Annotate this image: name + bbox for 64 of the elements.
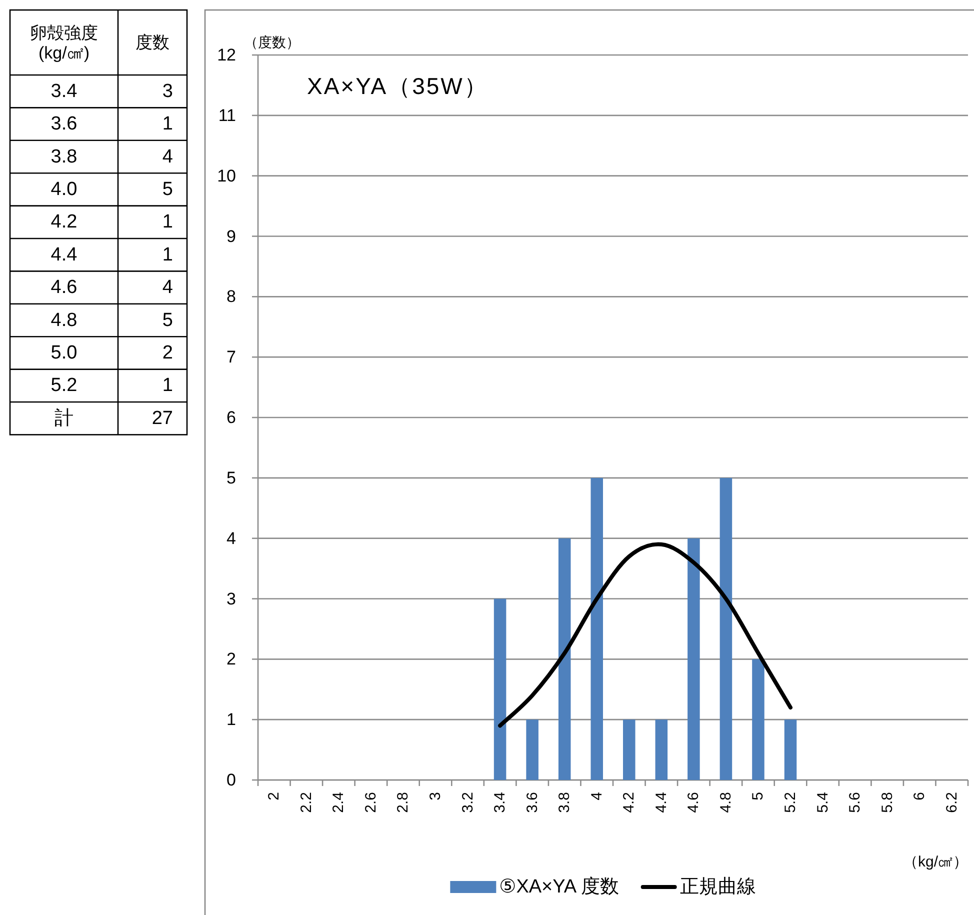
row-header: 卵殻強度 (kg/㎠): [30, 22, 98, 62]
ytick: 0: [226, 770, 236, 790]
ytick: 4: [226, 528, 236, 548]
xtick: 5.4: [814, 792, 832, 813]
row-label: 5.0: [50, 342, 78, 364]
xtick: 2.6: [362, 792, 380, 813]
ytick: 7: [226, 348, 236, 367]
xtick: 3: [427, 792, 444, 800]
title: XA×YA（35W）: [307, 73, 488, 99]
row-label: 計: [54, 408, 74, 429]
row-label: 4.0: [50, 178, 78, 200]
ytick: 8: [226, 287, 236, 306]
cell-label: 1: [162, 212, 173, 233]
cell-label: 3: [162, 80, 173, 102]
xtick: 4: [588, 792, 606, 800]
xtick: 2: [266, 792, 283, 800]
xtick: 4.8: [717, 792, 734, 813]
row-label: 3.6: [50, 114, 78, 135]
xtick: 2.2: [298, 792, 315, 813]
row-label: 4.2: [50, 212, 78, 233]
xtick: 4.6: [685, 792, 702, 813]
column-header: 度数: [136, 33, 170, 52]
ytick: 12: [217, 46, 236, 64]
xtick: 3.2: [459, 792, 476, 813]
xtick: 2.8: [394, 792, 412, 813]
ylabel: （度数）: [244, 34, 300, 50]
xtick: 2.4: [330, 792, 348, 813]
cell-label: 27: [152, 408, 173, 429]
ytick: 10: [217, 166, 236, 186]
xtick: 3.8: [556, 792, 574, 813]
ytick: 5: [226, 468, 236, 488]
xtick: 6: [911, 792, 928, 800]
ytick: 11: [218, 106, 236, 125]
cell-label: 4: [162, 146, 173, 168]
ytick: 1: [226, 710, 236, 730]
cell-label: 1: [162, 114, 173, 135]
ytick: 2: [226, 650, 236, 669]
legend-label: ⑤XA×YA 度数: [499, 876, 619, 898]
ytick: 9: [226, 226, 236, 246]
ytick: 3: [226, 589, 236, 608]
cell-label: 1: [162, 244, 173, 266]
xtick: 4.2: [620, 792, 638, 813]
row-label: 3.8: [50, 146, 78, 168]
xtick: 3.6: [524, 792, 541, 813]
xtick: 4.4: [652, 792, 670, 813]
row-label: 4.8: [50, 310, 78, 331]
cell-label: 5: [162, 310, 173, 331]
row-label: 4.4: [50, 244, 78, 266]
xtick: 5.8: [878, 792, 896, 813]
ytick: 6: [226, 408, 236, 427]
cell-label: 2: [162, 342, 173, 364]
cell-label: 4: [162, 277, 173, 298]
row-label: 4.6: [50, 277, 78, 298]
xtick: 3.4: [492, 792, 509, 813]
legend-label: 正規曲線: [680, 876, 756, 898]
xtick: 5.2: [782, 792, 799, 813]
row-label: 3.4: [50, 80, 78, 102]
xtick: 6.2: [943, 792, 960, 813]
xtick: 5: [750, 792, 767, 800]
cell-label: 1: [162, 375, 173, 396]
xlabel: （kg/㎠）: [902, 854, 968, 870]
cell-label: 5: [162, 178, 173, 200]
row-label: 5.2: [50, 375, 78, 396]
xtick: 5.6: [846, 792, 864, 813]
